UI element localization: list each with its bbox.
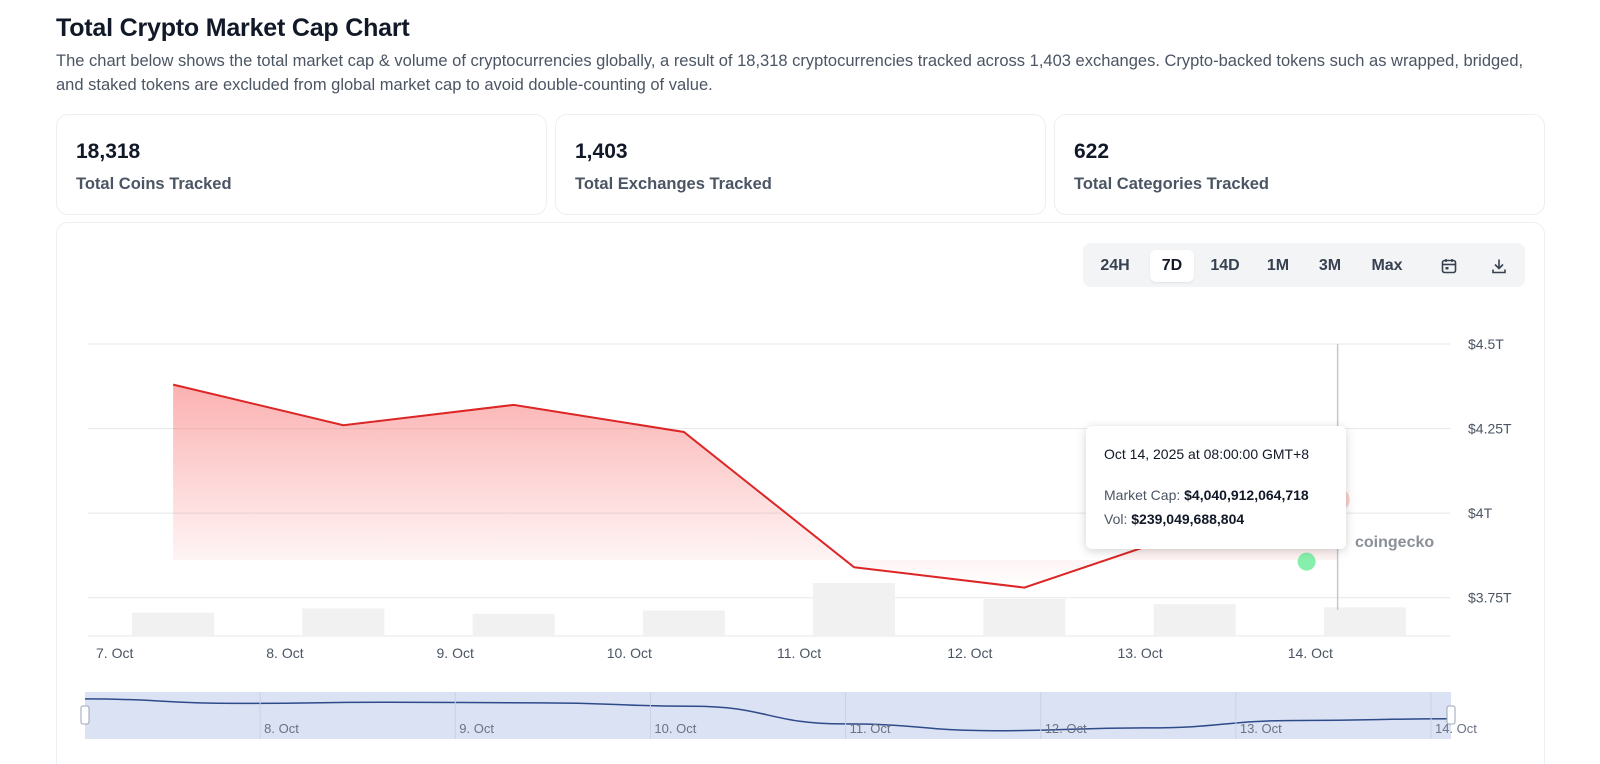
stat-label: Total Coins Tracked [76, 175, 232, 193]
tooltip-vol-label: Vol: [1104, 511, 1128, 527]
stat-value: 1,403 [575, 140, 628, 163]
navigator-handle-left[interactable] [80, 705, 90, 725]
stat-card-exchanges: 1,403 Total Exchanges Tracked [555, 114, 1046, 215]
x-tick-label: 14. Oct [1288, 645, 1333, 661]
volume-bar [302, 608, 385, 636]
tooltip-market-cap-value: $4,040,912,064,718 [1184, 487, 1309, 503]
tooltip-market-cap-label: Market Cap: [1104, 487, 1181, 503]
navigator-line [84, 698, 1452, 732]
tooltip-date: Oct 14, 2025 at 08:00:00 GMT+8 [1104, 446, 1310, 462]
download-icon[interactable] [1483, 250, 1515, 282]
x-tick-label: 8. Oct [266, 645, 303, 661]
volume-bar [472, 613, 555, 636]
range-max-button[interactable]: Max [1371, 257, 1403, 274]
stat-label: Total Exchanges Tracked [575, 175, 772, 193]
stat-value: 18,318 [76, 140, 141, 163]
coingecko-watermark: coingecko [1355, 534, 1435, 551]
navigator-tick-label: 11. Oct [850, 721, 891, 736]
tooltip-vol-value: $239,049,688,804 [1131, 511, 1245, 527]
calendar-icon[interactable] [1433, 250, 1465, 282]
volume-bar [983, 598, 1066, 636]
navigator-tick-label: 10. Oct [654, 721, 696, 736]
x-tick-label: 11. Oct [777, 645, 821, 661]
navigator-tick-label: 13. Oct [1240, 721, 1282, 736]
page-title: Total Crypto Market Cap Chart [56, 14, 410, 42]
x-tick-label: 9. Oct [437, 645, 474, 661]
volume-bar [642, 610, 725, 636]
volume-bar [1153, 604, 1236, 636]
range-1m-button[interactable]: 1M [1266, 257, 1290, 274]
range-3m-button[interactable]: 3M [1318, 257, 1342, 274]
navigator-tick-label: 12. Oct [1045, 721, 1087, 736]
y-tick-label: $4.5T [1468, 336, 1504, 352]
volume-bar [132, 612, 215, 636]
volume-bar [1323, 607, 1406, 636]
tooltip-volume: Vol: $239,049,688,804 [1104, 511, 1244, 527]
tooltip-market-cap: Market Cap: $4,040,912,064,718 [1104, 487, 1309, 503]
range-24h-button[interactable]: 24H [1100, 257, 1130, 274]
stat-card-categories: 622 Total Categories Tracked [1054, 114, 1545, 215]
navigator-tick-label: 14. Oct [1435, 721, 1477, 736]
x-tick-label: 10. Oct [607, 645, 652, 661]
navigator-handle-right[interactable] [1446, 705, 1456, 725]
volume-bar [813, 583, 896, 636]
y-tick-label: $4.25T [1468, 421, 1512, 437]
x-tick-label: 12. Oct [947, 645, 992, 661]
chart-tooltip: Oct 14, 2025 at 08:00:00 GMT+8 Market Ca… [1086, 426, 1346, 549]
y-tick-label: $3.75T [1468, 590, 1512, 606]
market-cap-area [173, 384, 1338, 588]
y-tick-label: $4T [1468, 505, 1493, 521]
range-selector: 24H 7D 14D 1M 3M Max [1083, 243, 1525, 287]
navigator-tick-label: 9. Oct [459, 721, 494, 736]
range-14d-button[interactable]: 14D [1210, 257, 1240, 274]
stat-card-coins: 18,318 Total Coins Tracked [56, 114, 547, 215]
x-tick-label: 13. Oct [1118, 645, 1163, 661]
range-7d-button[interactable]: 7D [1150, 250, 1194, 282]
stat-label: Total Categories Tracked [1074, 175, 1270, 193]
page-description: The chart below shows the total market c… [56, 52, 1524, 94]
stat-value: 622 [1074, 140, 1110, 163]
navigator-tick-label: 8. Oct [264, 721, 299, 736]
x-tick-label: 7. Oct [96, 645, 133, 661]
previous-close-dot [1297, 552, 1316, 571]
